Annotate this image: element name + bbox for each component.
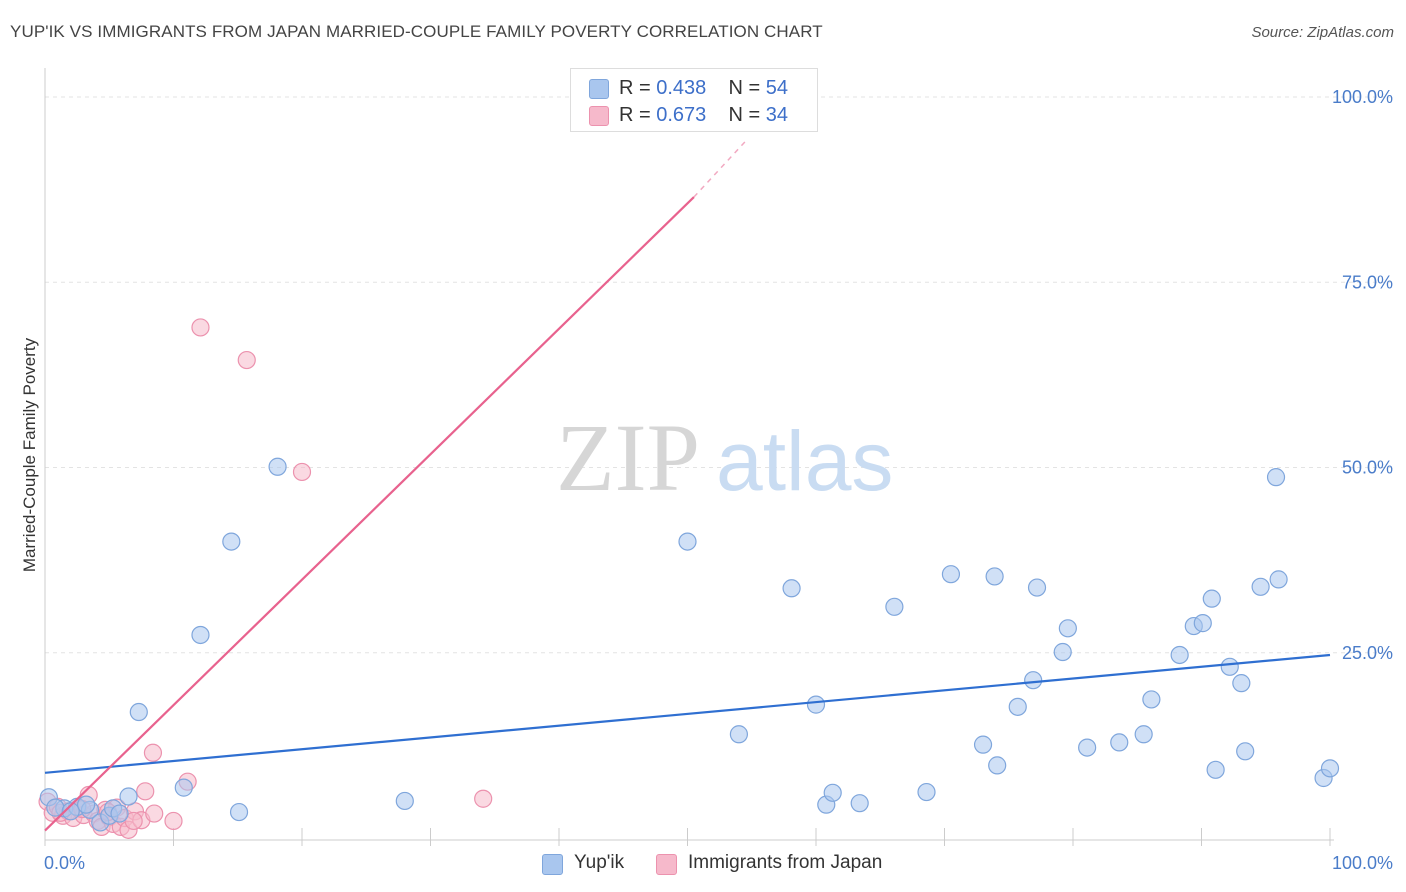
- yupik-point: [1110, 733, 1129, 752]
- yupik-point: [823, 783, 842, 802]
- r-label: R =: [619, 77, 651, 99]
- yupik-legend-swatch: [542, 854, 563, 875]
- yupik-point: [1193, 614, 1212, 633]
- yupik-point: [1202, 589, 1221, 608]
- yupik-point: [806, 695, 826, 714]
- y-axis-label: Married-Couple Family Poverty: [20, 337, 39, 572]
- yupik-point: [77, 795, 96, 814]
- japan-trendline-extension: [693, 140, 746, 198]
- japan-point: [191, 318, 210, 337]
- yupik-point: [191, 625, 210, 645]
- japan-legend-label: Immigrants from Japan: [688, 852, 883, 873]
- watermark: ZIP atlas: [556, 404, 893, 511]
- yupik-point: [1170, 645, 1189, 665]
- yupik-point: [222, 532, 241, 551]
- yupik-point: [1078, 738, 1097, 757]
- japan-point: [136, 782, 155, 801]
- japan-point: [124, 811, 143, 831]
- yupik-point: [1320, 759, 1340, 778]
- yupik-point: [1220, 657, 1239, 676]
- chart-title: YUP'IK VS IMMIGRANTS FROM JAPAN MARRIED-…: [10, 22, 823, 41]
- yupik-point: [110, 804, 129, 823]
- yupik-point: [678, 532, 697, 551]
- japan-n-value: 34: [765, 104, 789, 126]
- yupik-point: [782, 579, 801, 598]
- yupik-point: [1269, 570, 1288, 589]
- n-label: N =: [728, 77, 761, 99]
- yupik-point: [129, 702, 148, 722]
- yupik-point: [1206, 760, 1225, 779]
- y-tick-label: 50.0%: [1342, 458, 1393, 478]
- yupik-point: [1053, 642, 1072, 662]
- japan-trendline: [44, 196, 695, 832]
- x-tick-label: 100.0%: [1332, 853, 1393, 873]
- series-points-yupik: [39, 457, 1340, 832]
- y-tick-label: 75.0%: [1342, 272, 1393, 292]
- yupik-point: [917, 782, 936, 802]
- yupik-point: [1024, 671, 1043, 690]
- japan-point: [145, 804, 164, 823]
- yupik-point: [1251, 577, 1270, 596]
- yupik-point: [1027, 578, 1047, 597]
- yupik-point: [61, 802, 80, 821]
- yupik-point: [988, 756, 1007, 775]
- yupik-swatch: [589, 79, 609, 99]
- y-tick-label: 100.0%: [1332, 87, 1393, 107]
- japan-point: [164, 811, 183, 831]
- yupik-point: [174, 778, 193, 797]
- n-label: N =: [728, 104, 761, 126]
- y-axis-label-group: Married-Couple Family Poverty: [20, 337, 39, 572]
- yupik-point: [1236, 742, 1255, 761]
- yupik-point: [1142, 690, 1161, 709]
- yupik-point: [850, 794, 869, 813]
- yupik-point: [1058, 619, 1077, 638]
- stats-legend: R = 0.438 N = 54 R = 0.673 N = 34: [570, 68, 818, 132]
- y-tick-label: 25.0%: [1342, 643, 1393, 663]
- yupik-point: [941, 565, 961, 584]
- japan-legend-swatch: [656, 854, 677, 875]
- yupik-point: [1008, 697, 1027, 716]
- series-points-japan: [38, 318, 493, 839]
- yupik-legend-label: Yup'ik: [574, 852, 625, 873]
- yupik-point: [229, 802, 249, 822]
- yupik-n-value: 54: [765, 77, 789, 99]
- yupik-point: [268, 457, 287, 476]
- yupik-point: [1232, 674, 1251, 693]
- yupik-point: [395, 791, 414, 811]
- yupik-trendline: [44, 653, 1331, 774]
- japan-swatch: [589, 106, 609, 126]
- yupik-point: [885, 597, 904, 616]
- yupik-point: [985, 567, 1004, 586]
- x-tick-label: 0.0%: [44, 853, 85, 873]
- r-label: R =: [619, 104, 651, 126]
- japan-r-value: 0.673: [656, 104, 707, 126]
- watermark-zip: ZIP: [556, 404, 700, 511]
- yupik-point: [1266, 468, 1286, 487]
- japan-point: [143, 743, 163, 762]
- source-label: Source: ZipAtlas.com: [1251, 24, 1394, 41]
- x-tick-labels: 0.0% 100.0%: [44, 853, 1393, 873]
- trendlines: [44, 140, 1331, 832]
- y-tick-labels: 25.0% 50.0% 75.0% 100.0%: [1332, 87, 1393, 663]
- yupik-point: [119, 787, 138, 806]
- japan-point: [237, 350, 256, 370]
- yupik-point: [1134, 725, 1153, 744]
- yupik-r-value: 0.438: [656, 77, 707, 99]
- japan-point: [292, 462, 312, 482]
- axes: [44, 68, 1334, 846]
- series-legend: Yup'ik Immigrants from Japan: [0, 852, 1406, 878]
- gridlines: [45, 96, 1392, 654]
- watermark-atlas: atlas: [716, 414, 893, 508]
- yupik-point: [973, 735, 993, 754]
- japan-point: [474, 789, 493, 808]
- yupik-point: [729, 725, 749, 744]
